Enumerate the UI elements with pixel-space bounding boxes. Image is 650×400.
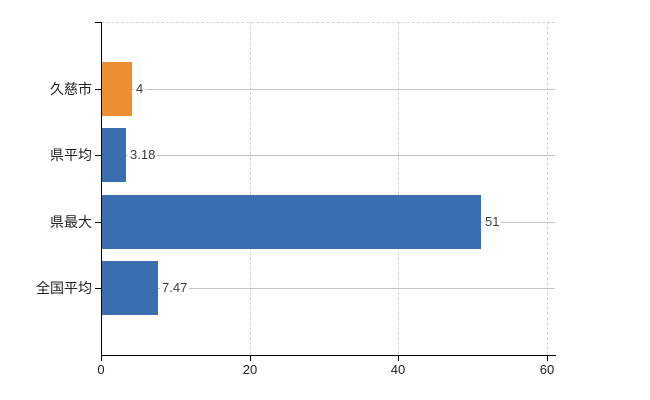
x-axis-tick [398, 355, 399, 361]
bar [102, 128, 126, 182]
bar-value-label: 51 [483, 214, 502, 230]
category-label: 全国平均 [36, 280, 92, 296]
x-axis-line [101, 355, 556, 356]
y-axis-tick [95, 155, 101, 156]
y-axis-top-tick [95, 22, 101, 23]
plot-area: 0 20 40 60 4 久慈市 3.18 県平均 51 県最大 7.47 全国平均 [36, 22, 556, 377]
x-axis-tick [250, 355, 251, 361]
bar-value-label: 3.18 [128, 147, 158, 163]
x-tick-label: 60 [539, 362, 555, 377]
gridline-vertical [398, 22, 399, 355]
gridline-vertical [250, 22, 251, 355]
bar-value-label: 7.47 [160, 280, 190, 296]
bar [102, 261, 158, 315]
bar [102, 195, 481, 249]
y-axis-tick [95, 288, 101, 289]
bar-value-label: 4 [134, 81, 146, 97]
gridline-horizontal [102, 89, 555, 90]
bar [102, 62, 132, 116]
x-tick-label: 20 [242, 362, 258, 377]
gridline-vertical [547, 22, 548, 355]
y-axis-line [101, 22, 102, 356]
category-label: 県最大 [50, 214, 92, 230]
x-tick-label: 0 [97, 362, 105, 377]
x-axis-tick [547, 355, 548, 361]
category-label: 県平均 [50, 147, 92, 163]
gridline-horizontal [102, 288, 555, 289]
plot-top-border [101, 22, 555, 23]
y-axis-tick [95, 89, 101, 90]
category-label: 久慈市 [50, 81, 92, 97]
y-axis-tick [95, 222, 101, 223]
x-axis-tick [101, 355, 102, 361]
gridline-horizontal [102, 155, 555, 156]
x-tick-label: 40 [390, 362, 406, 377]
